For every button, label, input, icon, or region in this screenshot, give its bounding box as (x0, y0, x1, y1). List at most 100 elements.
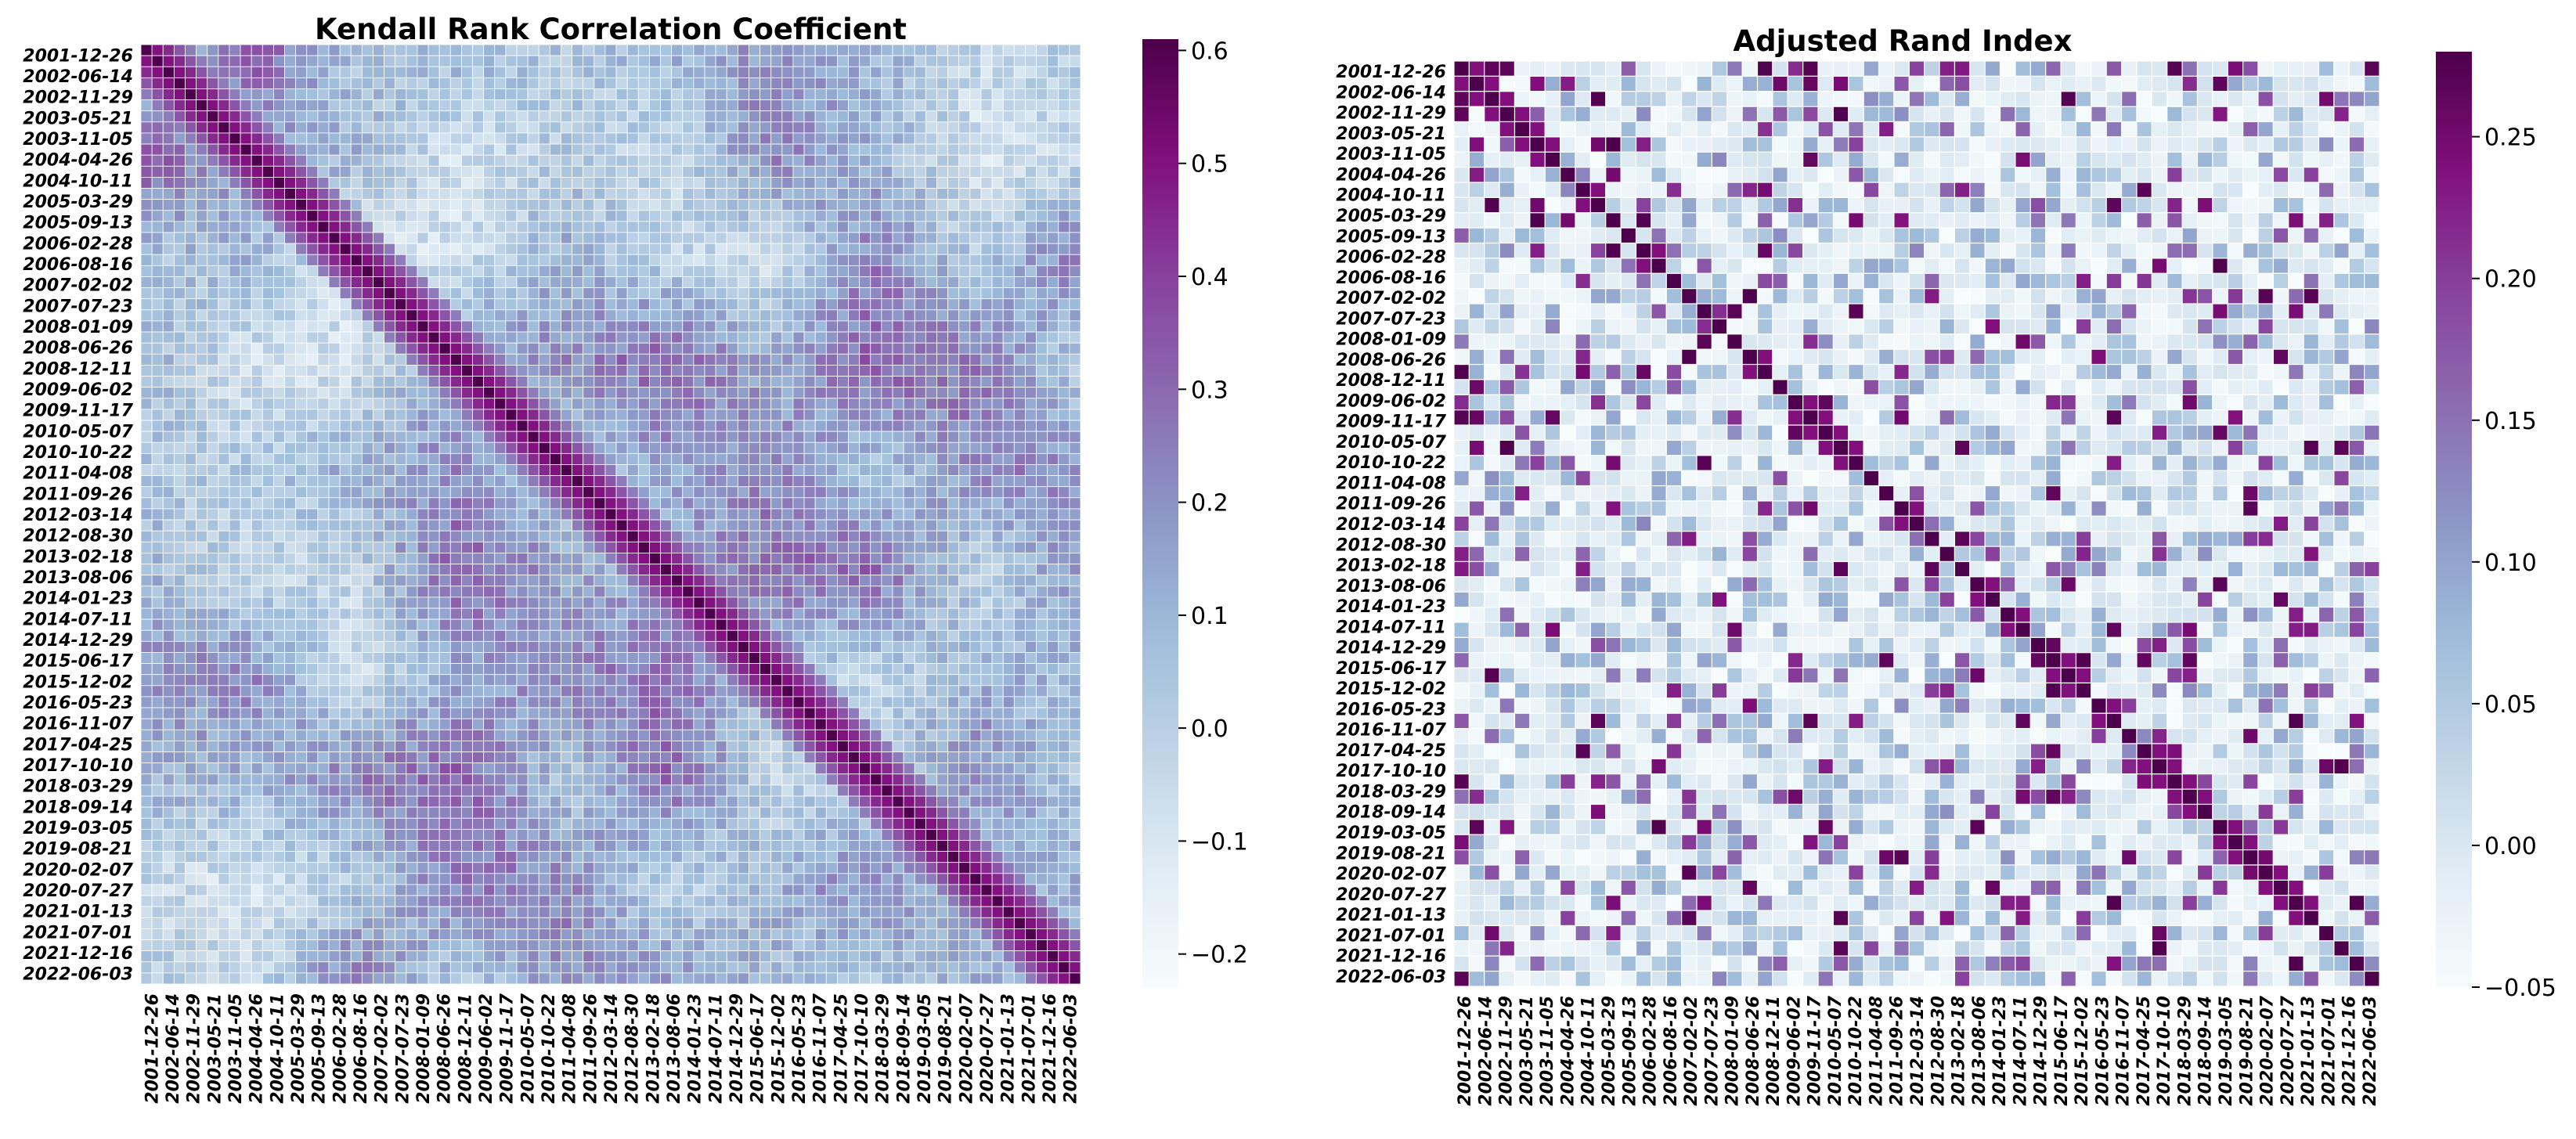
kendall-cell (693, 44, 705, 56)
kendall-cell (317, 110, 330, 123)
kendall-cell (361, 431, 373, 443)
kendall-cell (438, 475, 451, 488)
kendall-cell (185, 243, 197, 255)
kendall-cell (428, 597, 440, 609)
kendall-cell (837, 88, 849, 100)
kendall-cell (140, 541, 153, 553)
kendall-cell (870, 99, 882, 112)
kendall-cell (903, 143, 915, 156)
kendall-cell (936, 674, 948, 687)
kendall-cell (660, 143, 673, 156)
kendall-cell (803, 663, 816, 676)
kendall-cell (958, 221, 971, 233)
kendall-cell (461, 177, 473, 189)
kendall-cell (1002, 431, 1015, 443)
kendall-cell (859, 309, 871, 322)
kendall-cell (969, 287, 982, 300)
kendall-cell (438, 243, 451, 255)
kendall-cell (262, 508, 274, 521)
kendall-cell (516, 44, 529, 56)
kendall-cell (715, 121, 727, 134)
kendall-cell (494, 77, 507, 89)
kendall-cell (417, 66, 429, 78)
kendall-cell (615, 88, 628, 100)
kendall-cell (1036, 376, 1048, 388)
kendall-cell (682, 365, 695, 377)
kendall-cell (428, 652, 440, 664)
kendall-cell (637, 629, 650, 642)
kendall-cell (273, 298, 285, 311)
kendall-cell (770, 652, 783, 664)
kendall-cell (1002, 265, 1015, 277)
kendall-cell (626, 597, 639, 609)
kendall-cell (572, 232, 584, 244)
kendall-cell (373, 607, 384, 620)
kendall-cell (958, 541, 971, 553)
kendall-cell (991, 376, 1004, 388)
kendall-cell (1047, 452, 1059, 465)
kendall-cell (317, 398, 330, 410)
kendall-cell (682, 618, 695, 631)
kendall-cell (704, 132, 716, 145)
kendall-cell (958, 530, 971, 542)
kendall-cell (428, 66, 440, 78)
kendall-cell (494, 431, 507, 443)
kendall-cell (373, 452, 384, 465)
kendall-cell (936, 409, 948, 421)
kendall-cell (549, 254, 561, 266)
kendall-cell (406, 188, 418, 200)
kendall-cell (339, 110, 352, 123)
kendall-cell (196, 597, 208, 609)
kendall-cell (770, 387, 783, 399)
kendall-cell (637, 607, 650, 620)
kendall-cell (561, 442, 572, 454)
kendall-cell (273, 276, 285, 288)
kendall-cell (339, 298, 352, 311)
kendall-cell (538, 387, 550, 399)
kendall-cell (251, 331, 263, 344)
kendall-cell (615, 629, 628, 642)
kendall-cell (406, 254, 418, 266)
kendall-cell (1047, 464, 1059, 476)
kendall-cell (1025, 110, 1037, 123)
kendall-cell (262, 365, 274, 377)
kendall-cell (936, 55, 948, 67)
kendall-cell (693, 586, 705, 598)
kendall-cell (339, 420, 352, 432)
kendall-cell (251, 640, 263, 653)
kendall-cell (173, 309, 186, 322)
kendall-cell (715, 464, 727, 476)
kendall-cell (814, 652, 827, 664)
kendall-cell (848, 464, 860, 476)
kendall-cell (273, 586, 285, 598)
kendall-cell (361, 210, 373, 222)
kendall-cell (1058, 475, 1070, 488)
kendall-cell (438, 132, 451, 145)
kendall-cell (749, 530, 760, 542)
kendall-cell (527, 55, 539, 67)
kendall-cell (483, 376, 496, 388)
kendall-cell (229, 353, 241, 366)
kendall-cell (759, 475, 772, 488)
kendall-cell (505, 199, 518, 211)
kendall-cell (583, 177, 595, 189)
kendall-cell (196, 99, 208, 112)
kendall-cell (991, 508, 1004, 521)
kendall-cell (781, 685, 794, 697)
kendall-cell (881, 177, 893, 189)
kendall-cell (715, 221, 727, 233)
kendall-cell (207, 177, 219, 189)
kendall-cell (284, 320, 297, 333)
kendall-cell (593, 110, 606, 123)
kendall-cell (1002, 640, 1015, 653)
kendall-cell (428, 177, 440, 189)
kendall-cell (295, 663, 308, 676)
kendall-cell (461, 298, 473, 311)
kendall-cell (207, 55, 219, 67)
kendall-cell (395, 66, 407, 78)
kendall-cell (749, 663, 760, 676)
kendall-cell (438, 99, 451, 112)
kendall-cell (196, 232, 208, 244)
kendall-cell (505, 110, 518, 123)
kendall-cell (516, 243, 529, 255)
